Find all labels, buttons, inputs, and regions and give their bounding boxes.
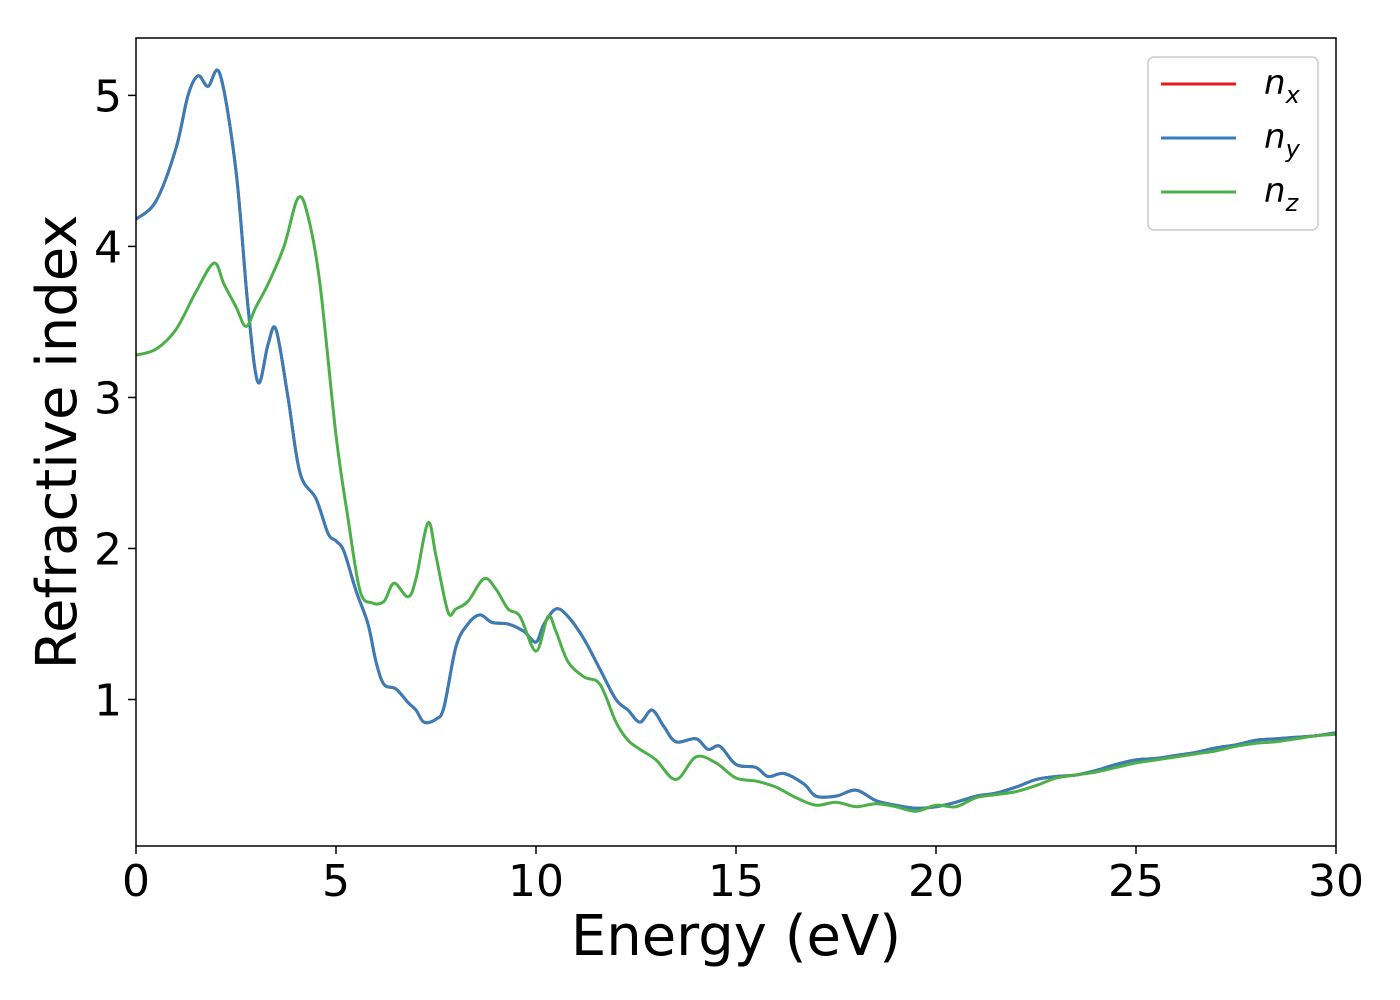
x-axis-label: Energy (eV): [571, 904, 901, 969]
x-tick-label: 10: [508, 856, 564, 907]
x-tick-label: 5: [322, 856, 350, 907]
y-axis-ticks: 1 2 3 4 5: [94, 71, 136, 727]
x-axis-ticks: 0 5 10 15 20 25 30: [122, 846, 1364, 907]
legend-box: [1147, 56, 1319, 231]
legend: nx ny nz: [1147, 56, 1319, 231]
series-layer: [136, 68, 1336, 813]
y-axis-label: Refractive index: [25, 215, 90, 670]
legend-label-x: nx: [1264, 63, 1301, 109]
x-tick-label: 30: [1308, 856, 1364, 907]
x-tick-label: 25: [1108, 856, 1164, 907]
y-tick-label: 2: [94, 524, 122, 575]
y-tick-label: 5: [94, 71, 122, 122]
series-line-z: [136, 195, 1336, 813]
y-tick-label: 3: [94, 373, 122, 424]
x-tick-label: 0: [122, 856, 150, 907]
y-tick-label: 4: [94, 222, 122, 273]
x-tick-label: 20: [908, 856, 964, 907]
legend-label-y: ny: [1264, 117, 1301, 163]
x-tick-label: 15: [708, 856, 764, 907]
y-tick-label: 1: [94, 676, 122, 727]
legend-label-z: nz: [1264, 171, 1300, 217]
